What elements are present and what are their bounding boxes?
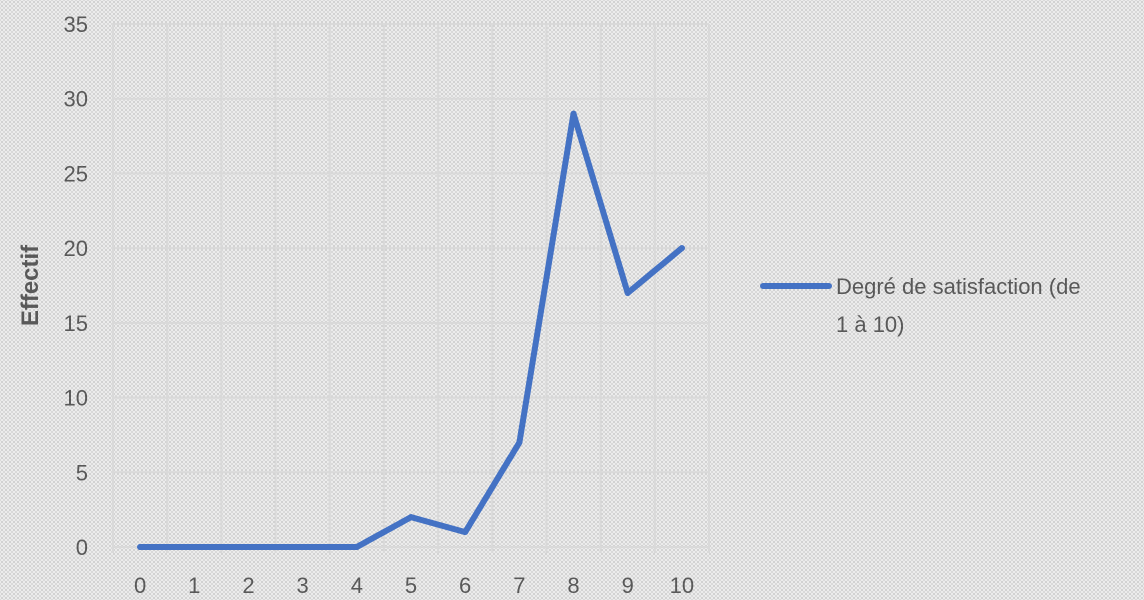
series-group (137, 110, 685, 550)
data-point (353, 544, 360, 550)
legend-label-line-2: 1 à 10) (836, 312, 905, 337)
data-point (570, 110, 577, 117)
data-point (245, 544, 252, 550)
data-point (624, 289, 631, 296)
y-tick-label: 5 (76, 460, 88, 485)
legend-label: Degré de satisfaction (de 1 à 10) (836, 274, 1087, 337)
data-point (462, 529, 469, 536)
y-axis: 0 5 10 15 20 25 30 35 (64, 12, 88, 560)
grid-lines (112, 23, 710, 553)
data-point (516, 439, 523, 446)
x-tick-label: 6 (459, 573, 471, 598)
x-tick-label: 3 (297, 573, 309, 598)
legend-label-line-1: Degré de satisfaction (de (836, 274, 1081, 299)
x-tick-label: 5 (405, 573, 417, 598)
y-tick-label: 35 (64, 12, 88, 37)
data-point (408, 514, 414, 521)
data-point (678, 245, 685, 252)
x-tick-label: 8 (567, 573, 579, 598)
y-axis-title: Effectif (17, 244, 44, 326)
data-point (299, 544, 306, 550)
legend: Degré de satisfaction (de 1 à 10) (760, 274, 1087, 337)
y-tick-label: 25 (64, 161, 88, 186)
y-tick-label: 0 (76, 535, 88, 560)
x-tick-label: 7 (513, 573, 525, 598)
x-tick-label: 1 (188, 573, 200, 598)
x-tick-label: 0 (134, 573, 146, 598)
x-tick-label: 9 (622, 573, 634, 598)
x-tick-label: 10 (670, 573, 694, 598)
y-tick-label: 20 (64, 236, 88, 261)
data-point (137, 544, 144, 550)
x-axis: 0 1 2 3 4 5 6 7 8 9 10 (134, 573, 694, 598)
x-tick-label: 2 (242, 573, 254, 598)
data-point (191, 544, 198, 550)
y-tick-label: 15 (64, 311, 88, 336)
y-tick-label: 10 (64, 386, 88, 411)
y-tick-label: 30 (64, 87, 88, 112)
x-tick-label: 4 (351, 573, 363, 598)
